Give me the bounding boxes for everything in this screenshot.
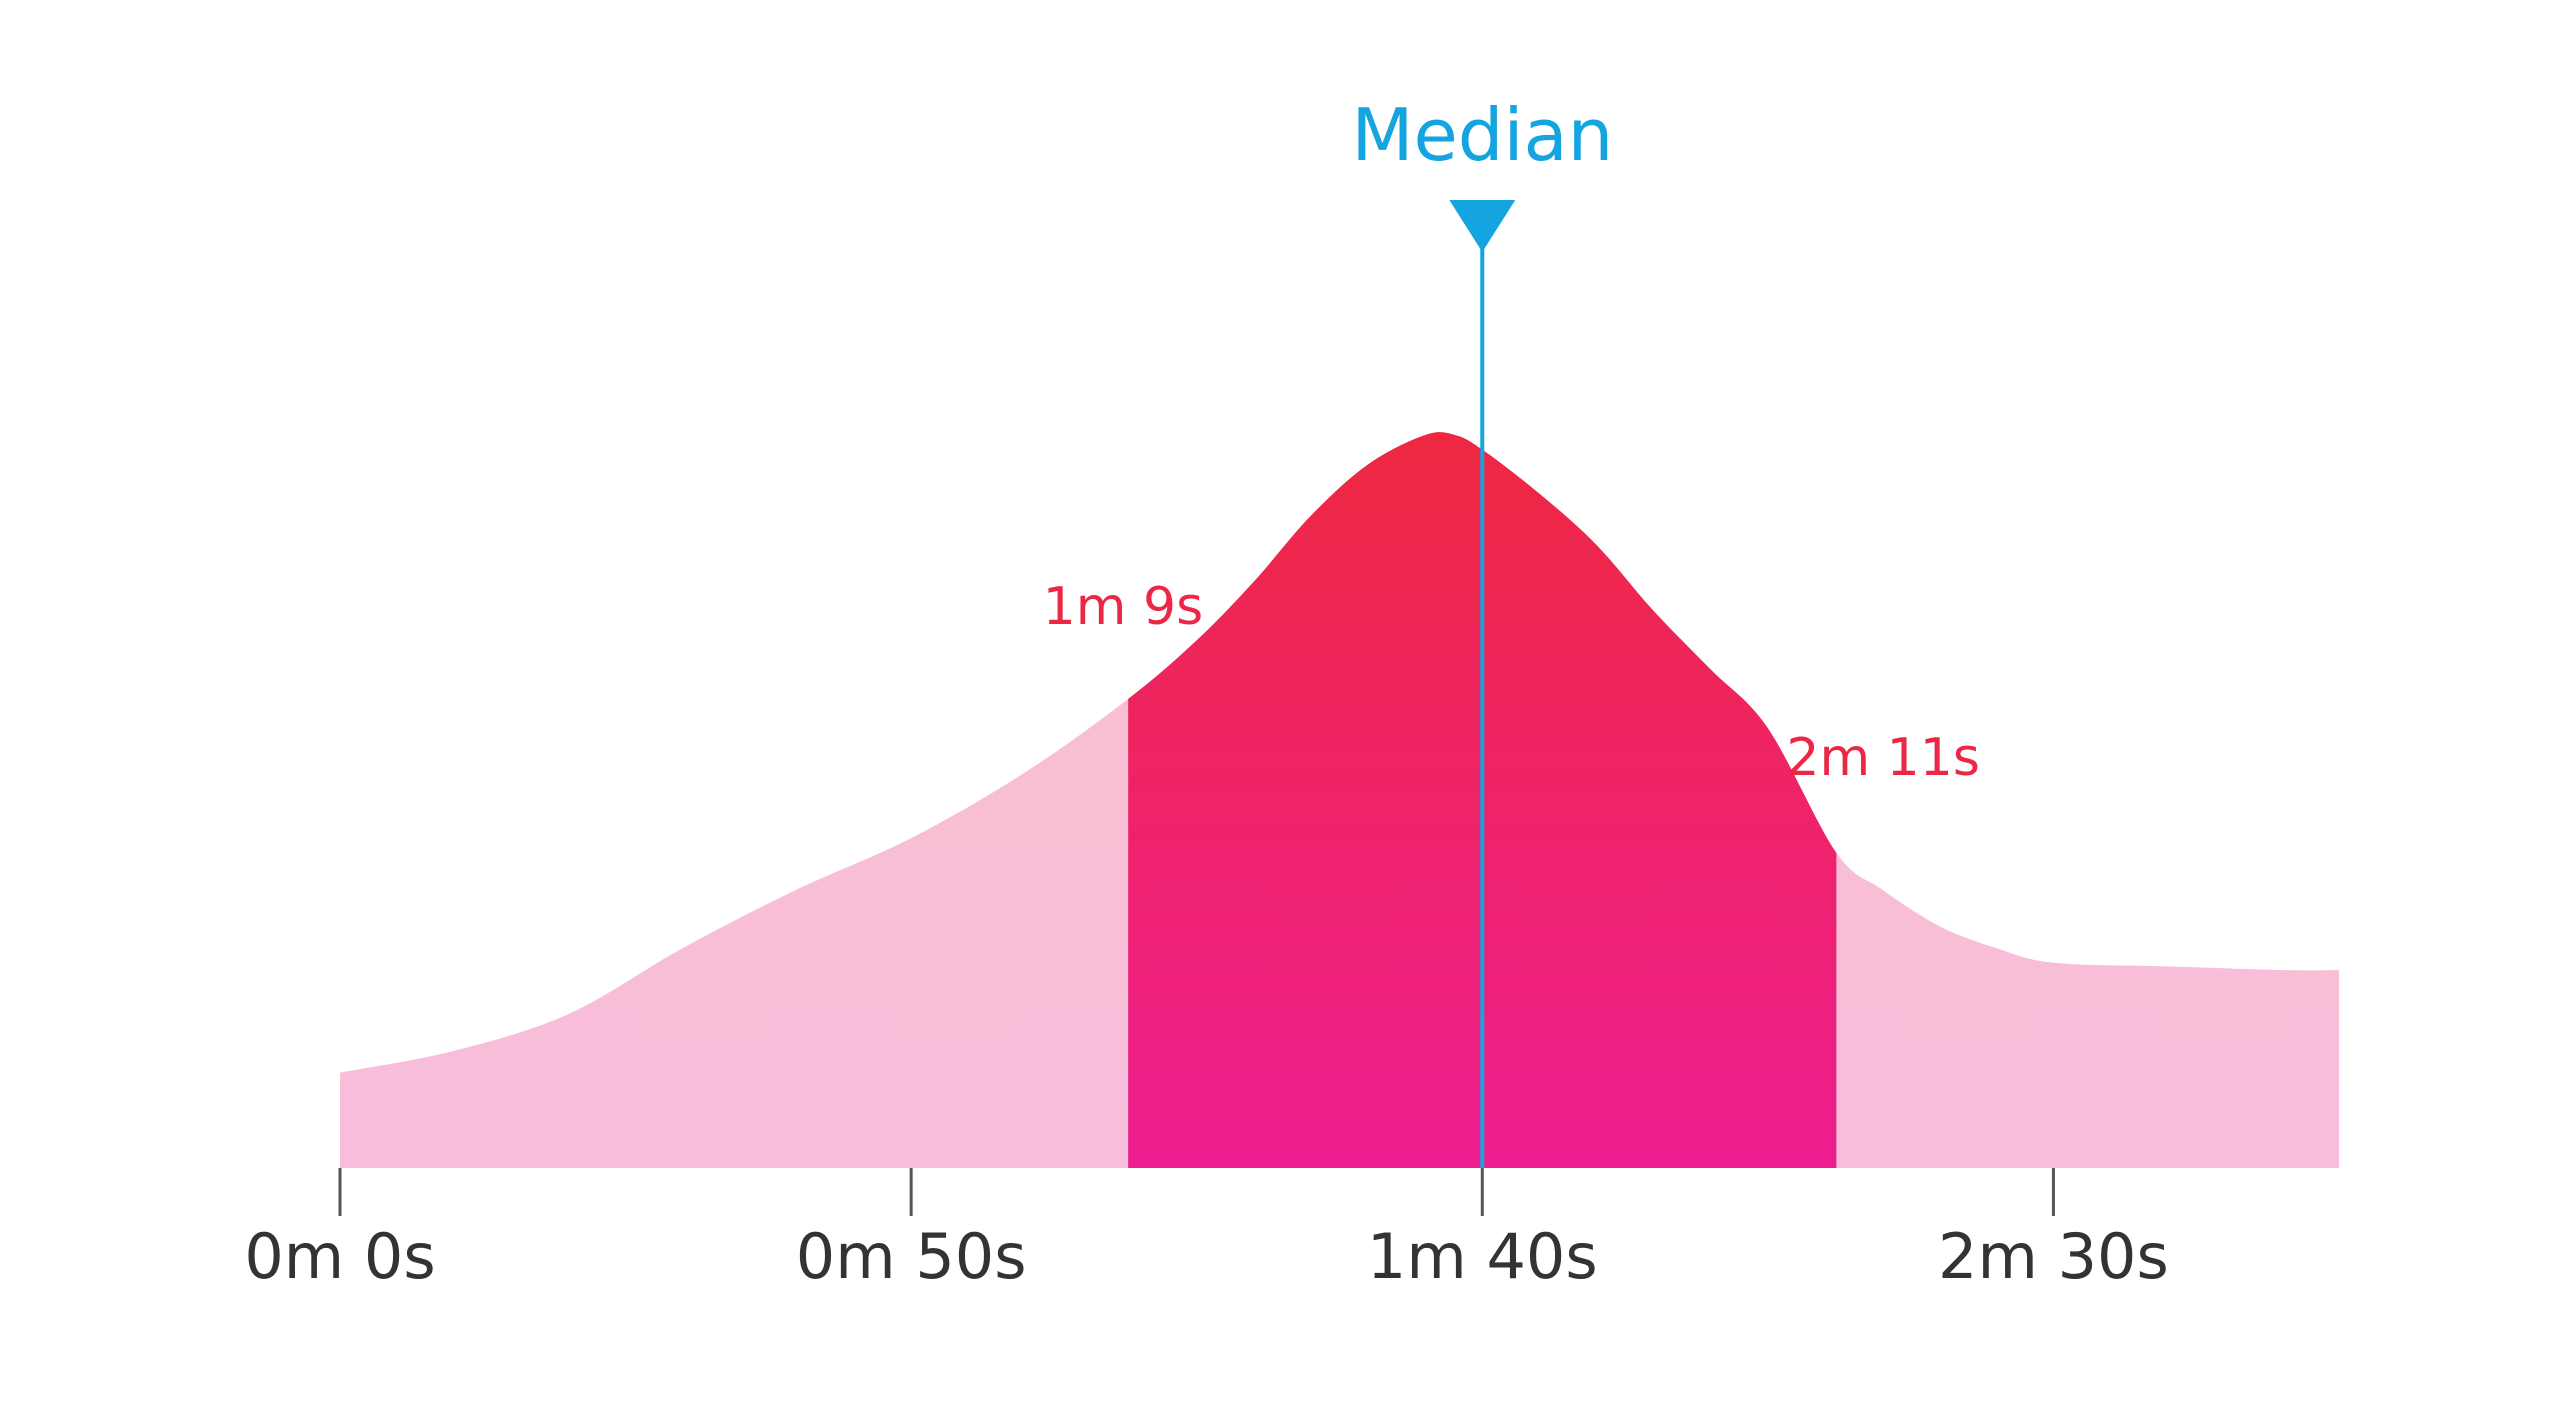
median-label: Median	[1351, 93, 1613, 177]
x-axis: 0m 0s 0m 50s 1m 40s 2m 30s	[244, 1168, 2169, 1293]
median-marker-icon	[1449, 200, 1516, 252]
x-tick-label: 0m 0s	[244, 1220, 435, 1293]
x-tick-label: 1m 40s	[1367, 1220, 1598, 1293]
range-end-label: 2m 11s	[1786, 728, 1980, 788]
range-start-label: 1m 9s	[1043, 577, 1203, 637]
x-tick-label: 0m 50s	[796, 1220, 1027, 1293]
x-tick-label: 2m 30s	[1938, 1220, 2169, 1293]
